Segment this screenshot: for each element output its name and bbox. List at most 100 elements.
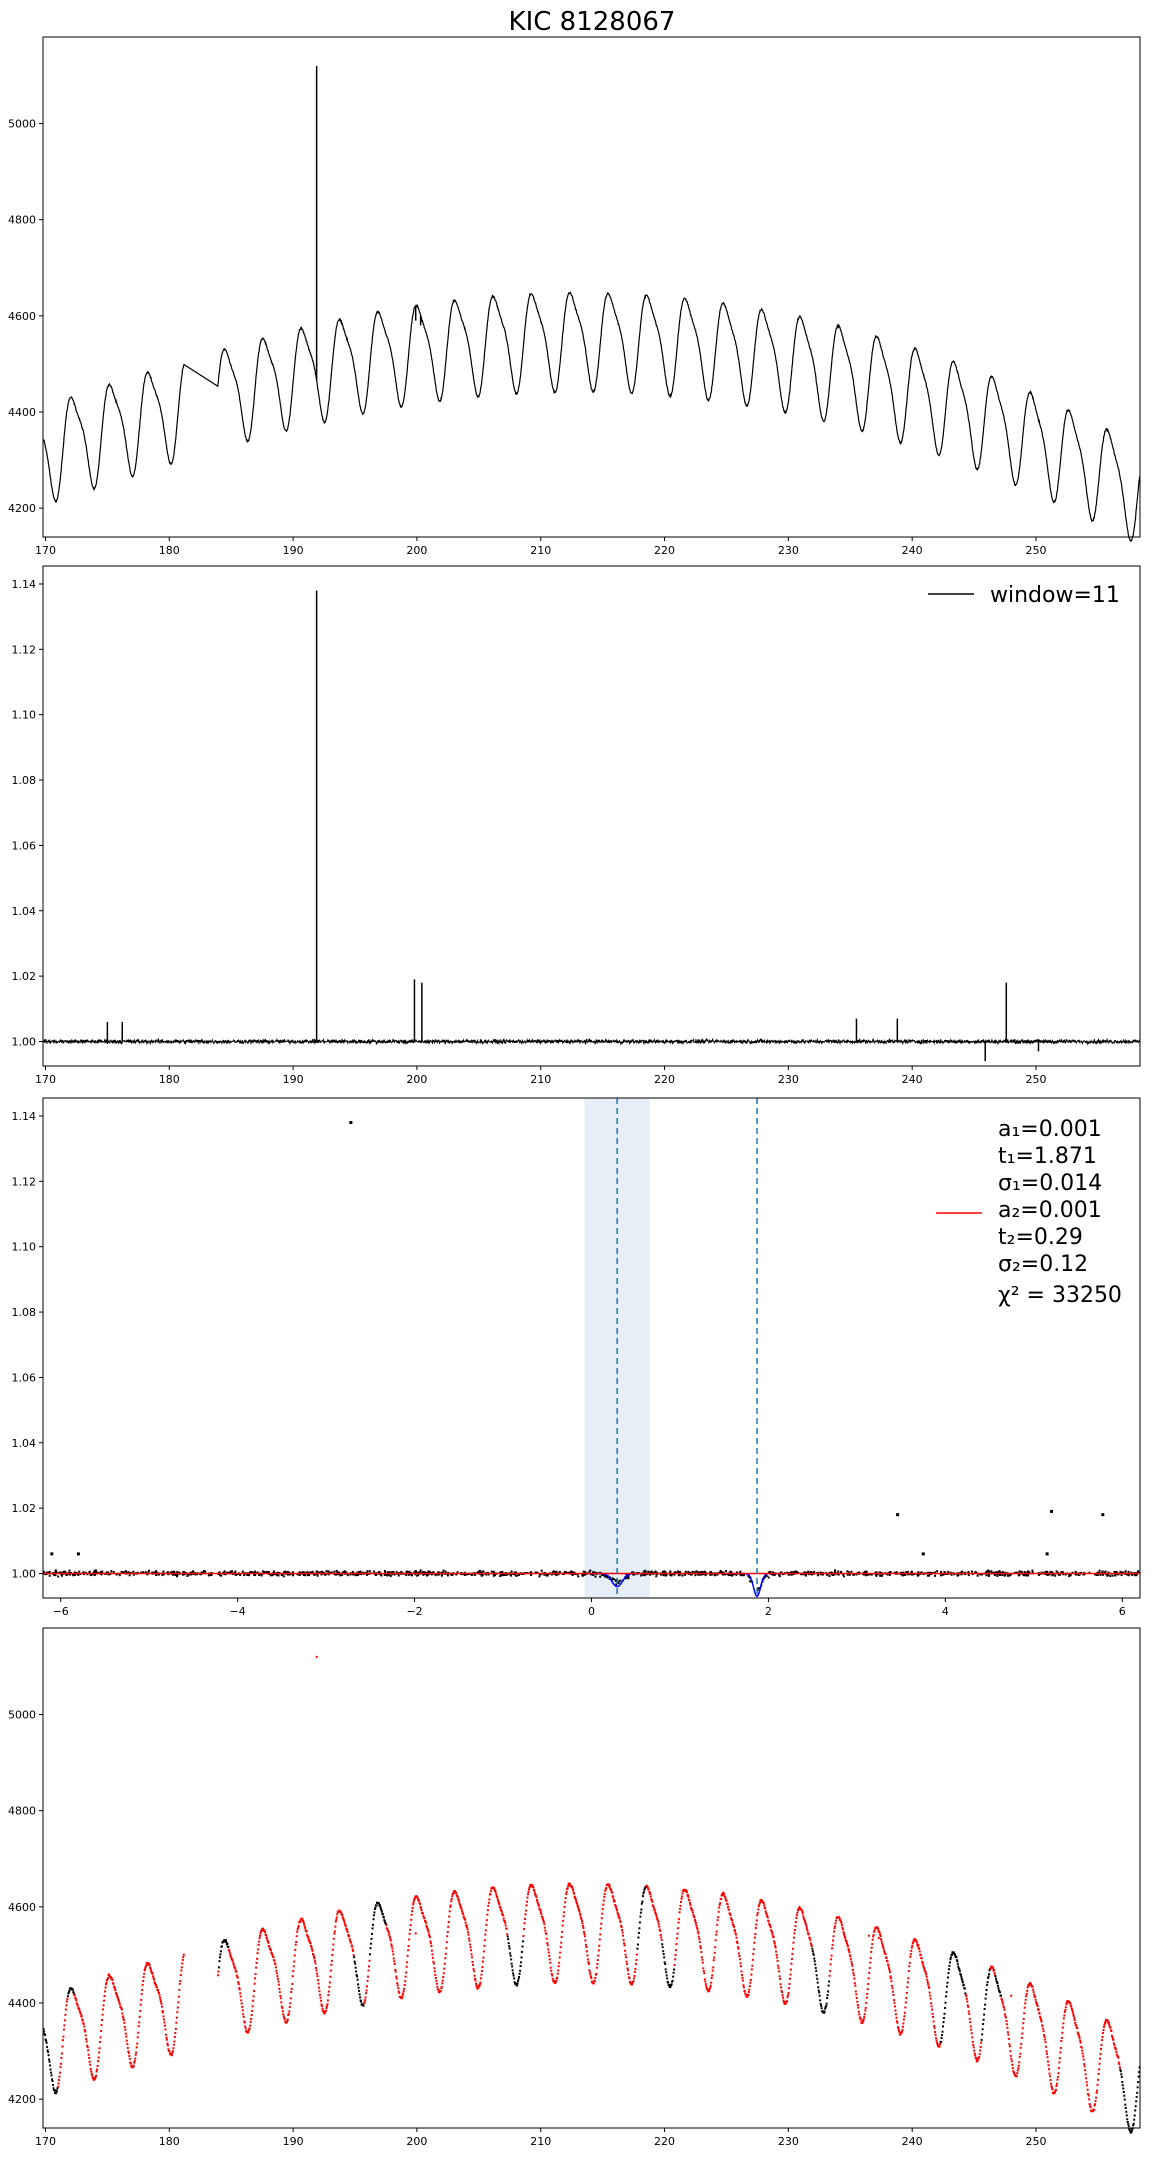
kept-point (792, 1941, 795, 1944)
kept-point (94, 2077, 97, 2080)
data-point (393, 1573, 396, 1576)
kept-point (320, 2004, 323, 2007)
data-point (792, 1570, 795, 1573)
kept-point (135, 2046, 138, 2049)
data-point (1077, 1574, 1080, 1577)
data-point (1098, 1569, 1101, 1572)
kept-point (877, 1928, 880, 1931)
data-point (987, 1569, 990, 1572)
kept-point (865, 1996, 868, 1999)
kept-point (966, 2004, 969, 2007)
kept-point (855, 1993, 858, 1996)
masked-point (1121, 2080, 1124, 2083)
kept-point (406, 1954, 409, 1957)
kept-point (107, 1977, 110, 1980)
masked-point (949, 1958, 952, 1961)
data-point (967, 1570, 970, 1573)
kept-point (60, 2056, 63, 2059)
data-point (58, 1571, 61, 1574)
masked-point (509, 1952, 512, 1955)
kept-point (107, 1973, 110, 1976)
data-point (260, 1574, 263, 1577)
kept-point (862, 2020, 865, 2023)
masked-point (672, 1975, 675, 1978)
kept-point (701, 1961, 704, 1964)
kept-point (399, 1995, 402, 1998)
stray-point (867, 1934, 870, 1937)
kept-point (86, 2046, 89, 2049)
kept-point (141, 1989, 144, 1992)
kept-point (498, 1903, 501, 1906)
data-point (377, 1571, 380, 1574)
kept-point (333, 1932, 336, 1935)
data-point (60, 1574, 63, 1577)
data-point (1127, 1570, 1130, 1573)
kept-point (319, 1996, 322, 1999)
kept-point (482, 1956, 485, 1959)
kept-point (533, 1889, 536, 1892)
data-point (265, 1570, 268, 1573)
kept-point (576, 1904, 579, 1907)
data-point (727, 1574, 730, 1577)
kept-point (442, 1972, 445, 1975)
data-point (651, 1571, 654, 1574)
data-point (976, 1574, 979, 1577)
kept-point (659, 1934, 662, 1937)
kept-point (757, 1905, 760, 1908)
kept-point (695, 1926, 698, 1929)
data-point (510, 1570, 513, 1573)
data-point (1137, 1570, 1140, 1573)
kept-point (891, 1987, 894, 1990)
kept-point (1064, 2009, 1067, 2012)
kept-point (889, 1975, 892, 1978)
kept-point (177, 1995, 180, 1998)
kept-point (464, 1918, 467, 1921)
kept-point (307, 1937, 310, 1940)
data-point (988, 1573, 991, 1576)
kept-point (660, 1938, 663, 1941)
data-point (62, 1571, 65, 1574)
kept-point (1112, 2042, 1115, 2045)
data-point (718, 1571, 721, 1574)
data-point (1104, 1570, 1107, 1573)
data-point (1130, 1571, 1133, 1574)
data-point (155, 1574, 158, 1577)
kept-point (612, 1896, 615, 1899)
kept-point (1029, 1982, 1032, 1985)
y-tick-label: 1.04 (12, 905, 37, 918)
masked-point (383, 1919, 386, 1922)
kept-point (889, 1971, 892, 1974)
kept-point (1024, 2002, 1027, 2005)
kept-point (129, 2062, 132, 2065)
kept-point (112, 1982, 115, 1985)
data-point (515, 1571, 518, 1574)
kept-point (502, 1917, 505, 1920)
kept-point (494, 1891, 497, 1894)
kept-point (181, 1958, 184, 1961)
kept-point (427, 1933, 430, 1936)
kept-point (157, 1989, 160, 1992)
kept-point (403, 1987, 406, 1990)
kept-point (782, 1996, 785, 1999)
data-point (1060, 1570, 1063, 1573)
kept-point (139, 2003, 142, 2006)
kept-point (652, 1904, 655, 1907)
kept-point (624, 1949, 627, 1952)
data-point (659, 1573, 662, 1576)
kept-point (620, 1924, 623, 1927)
kept-point (750, 1968, 753, 1971)
kept-point (1064, 2006, 1067, 2009)
data-point (162, 1570, 165, 1573)
kept-point (1082, 2055, 1085, 2058)
kept-point (271, 1954, 274, 1957)
masked-point (961, 1979, 964, 1982)
data-point (926, 1574, 929, 1577)
masked-point (517, 1980, 520, 1983)
kept-point (737, 1952, 740, 1955)
kept-point (1117, 2056, 1120, 2059)
kept-point (148, 1962, 151, 1965)
data-point (552, 1570, 555, 1573)
data-point (308, 1574, 311, 1577)
kept-point (276, 1977, 279, 1980)
kept-point (420, 1909, 423, 1912)
